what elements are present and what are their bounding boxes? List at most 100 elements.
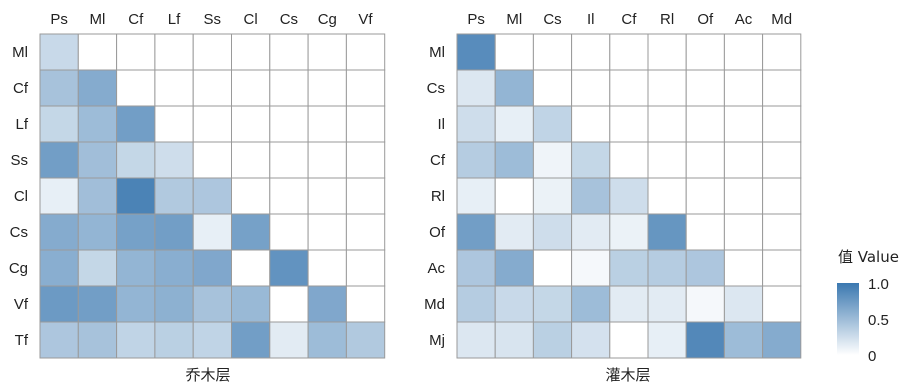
x-tick-label: Ml xyxy=(506,11,522,28)
heatmap-cell xyxy=(154,249,194,287)
heatmap-cell xyxy=(456,69,496,107)
heatmap-cell xyxy=(456,105,496,143)
heatmap-cell xyxy=(532,249,573,287)
heatmap-cell xyxy=(269,321,309,359)
heatmap-cell xyxy=(269,213,309,251)
heatmap-cell xyxy=(609,177,649,215)
heatmap-cell xyxy=(154,105,194,143)
heatmap-cell xyxy=(609,105,649,143)
heatmap-cell xyxy=(685,177,725,215)
heatmap-cell xyxy=(494,177,534,215)
y-tick-label: Il xyxy=(438,116,446,133)
heatmap-cell xyxy=(571,213,611,251)
heatmap-cell xyxy=(647,285,687,323)
heatmap-cell xyxy=(116,249,156,287)
heatmap-cell xyxy=(571,105,611,143)
heatmap-cell xyxy=(39,33,79,71)
heatmap-cell xyxy=(647,321,687,359)
heatmap-cell xyxy=(307,213,347,251)
heatmap-cell xyxy=(762,321,802,359)
heatmap-cell xyxy=(39,285,79,323)
heatmap-cell xyxy=(307,249,347,287)
heatmap-cell xyxy=(231,321,271,359)
heatmap-cell xyxy=(192,177,232,215)
heatmap-cell xyxy=(762,105,802,143)
y-tick-label: Md xyxy=(424,296,445,313)
heatmap-cell xyxy=(192,105,232,143)
heatmap-cell xyxy=(532,213,573,251)
heatmap-cell xyxy=(609,321,649,359)
heatmap-cell xyxy=(345,69,386,107)
legend-colorbar xyxy=(837,283,859,355)
heatmap-cell xyxy=(345,33,386,71)
heatmap-cell xyxy=(571,33,611,71)
heatmap-panel-shrub-layer: Ps Ml Cs Il Cf Rl Of Ac Md Ml Cs Il Cf Rl Of Ac Md Mj xyxy=(424,11,802,359)
heatmap-cell xyxy=(685,141,725,179)
heatmap-cell xyxy=(762,213,802,251)
heatmap-cell xyxy=(532,69,573,107)
heatmap-cell xyxy=(647,213,687,251)
heatmap-cell xyxy=(723,285,764,323)
y-tick-label: Ml xyxy=(429,44,445,61)
heatmap-cell xyxy=(456,249,496,287)
heatmap-cell xyxy=(39,249,79,287)
heatmap-cell xyxy=(571,69,611,107)
heatmap-cell xyxy=(269,177,309,215)
heatmap-cell xyxy=(116,33,156,71)
heatmap-cell xyxy=(116,69,156,107)
x-tick-label: Lf xyxy=(168,11,181,28)
y-tick-label: Cf xyxy=(13,80,29,97)
heatmap-cell xyxy=(762,285,802,323)
heatmap-cell xyxy=(685,33,725,71)
heatmap-cell xyxy=(647,69,687,107)
heatmap-cell xyxy=(532,321,573,359)
heatmap-cell xyxy=(762,141,802,179)
heatmap-cell xyxy=(345,177,386,215)
heatmap-cell xyxy=(345,321,386,359)
heatmap-cell xyxy=(116,177,156,215)
heatmap-cell xyxy=(494,33,534,71)
caption-tree-layer: 乔木层 xyxy=(185,366,230,384)
heatmap-cell xyxy=(494,285,534,323)
heatmap-cell xyxy=(723,213,764,251)
heatmap-cell xyxy=(39,321,79,359)
heatmap-cell xyxy=(609,249,649,287)
heatmap-cell xyxy=(307,285,347,323)
legend-tick-label: 1.0 xyxy=(868,276,889,293)
heatmap-cell xyxy=(685,69,725,107)
heatmap-cell xyxy=(456,285,496,323)
heatmap-cell xyxy=(77,321,118,359)
heatmap-cell xyxy=(723,33,764,71)
heatmap-cell xyxy=(723,105,764,143)
y-tick-label: Rl xyxy=(431,188,445,205)
heatmap-cell xyxy=(307,177,347,215)
heatmap-cell xyxy=(116,213,156,251)
y-tick-label: Cg xyxy=(9,260,28,277)
y-tick-label: Of xyxy=(429,224,446,241)
heatmap-cell xyxy=(231,69,271,107)
heatmap-cell xyxy=(77,105,118,143)
heatmap-cell xyxy=(116,105,156,143)
heatmap-cell xyxy=(723,177,764,215)
heatmap-cell xyxy=(609,285,649,323)
heatmap-cell xyxy=(532,285,573,323)
heatmap-cell xyxy=(609,213,649,251)
y-tick-label: Vf xyxy=(14,296,29,313)
heatmap-cell xyxy=(345,141,386,179)
heatmap-cell xyxy=(494,141,534,179)
heatmap-cell xyxy=(116,141,156,179)
heatmap-cell xyxy=(571,321,611,359)
heatmap-cell xyxy=(231,213,271,251)
heatmap-cell xyxy=(269,285,309,323)
heatmap-cell xyxy=(116,321,156,359)
heatmap-cell xyxy=(647,177,687,215)
heatmap-cell xyxy=(456,177,496,215)
heatmap-cell xyxy=(345,249,386,287)
y-tick-label: Cs xyxy=(10,224,28,241)
heatmap-cell xyxy=(231,141,271,179)
heatmap-cell xyxy=(345,213,386,251)
x-tick-label: Cs xyxy=(543,11,561,28)
x-tick-label: Ac xyxy=(735,11,753,28)
heatmap-cell xyxy=(685,213,725,251)
heatmap-cell xyxy=(77,249,118,287)
